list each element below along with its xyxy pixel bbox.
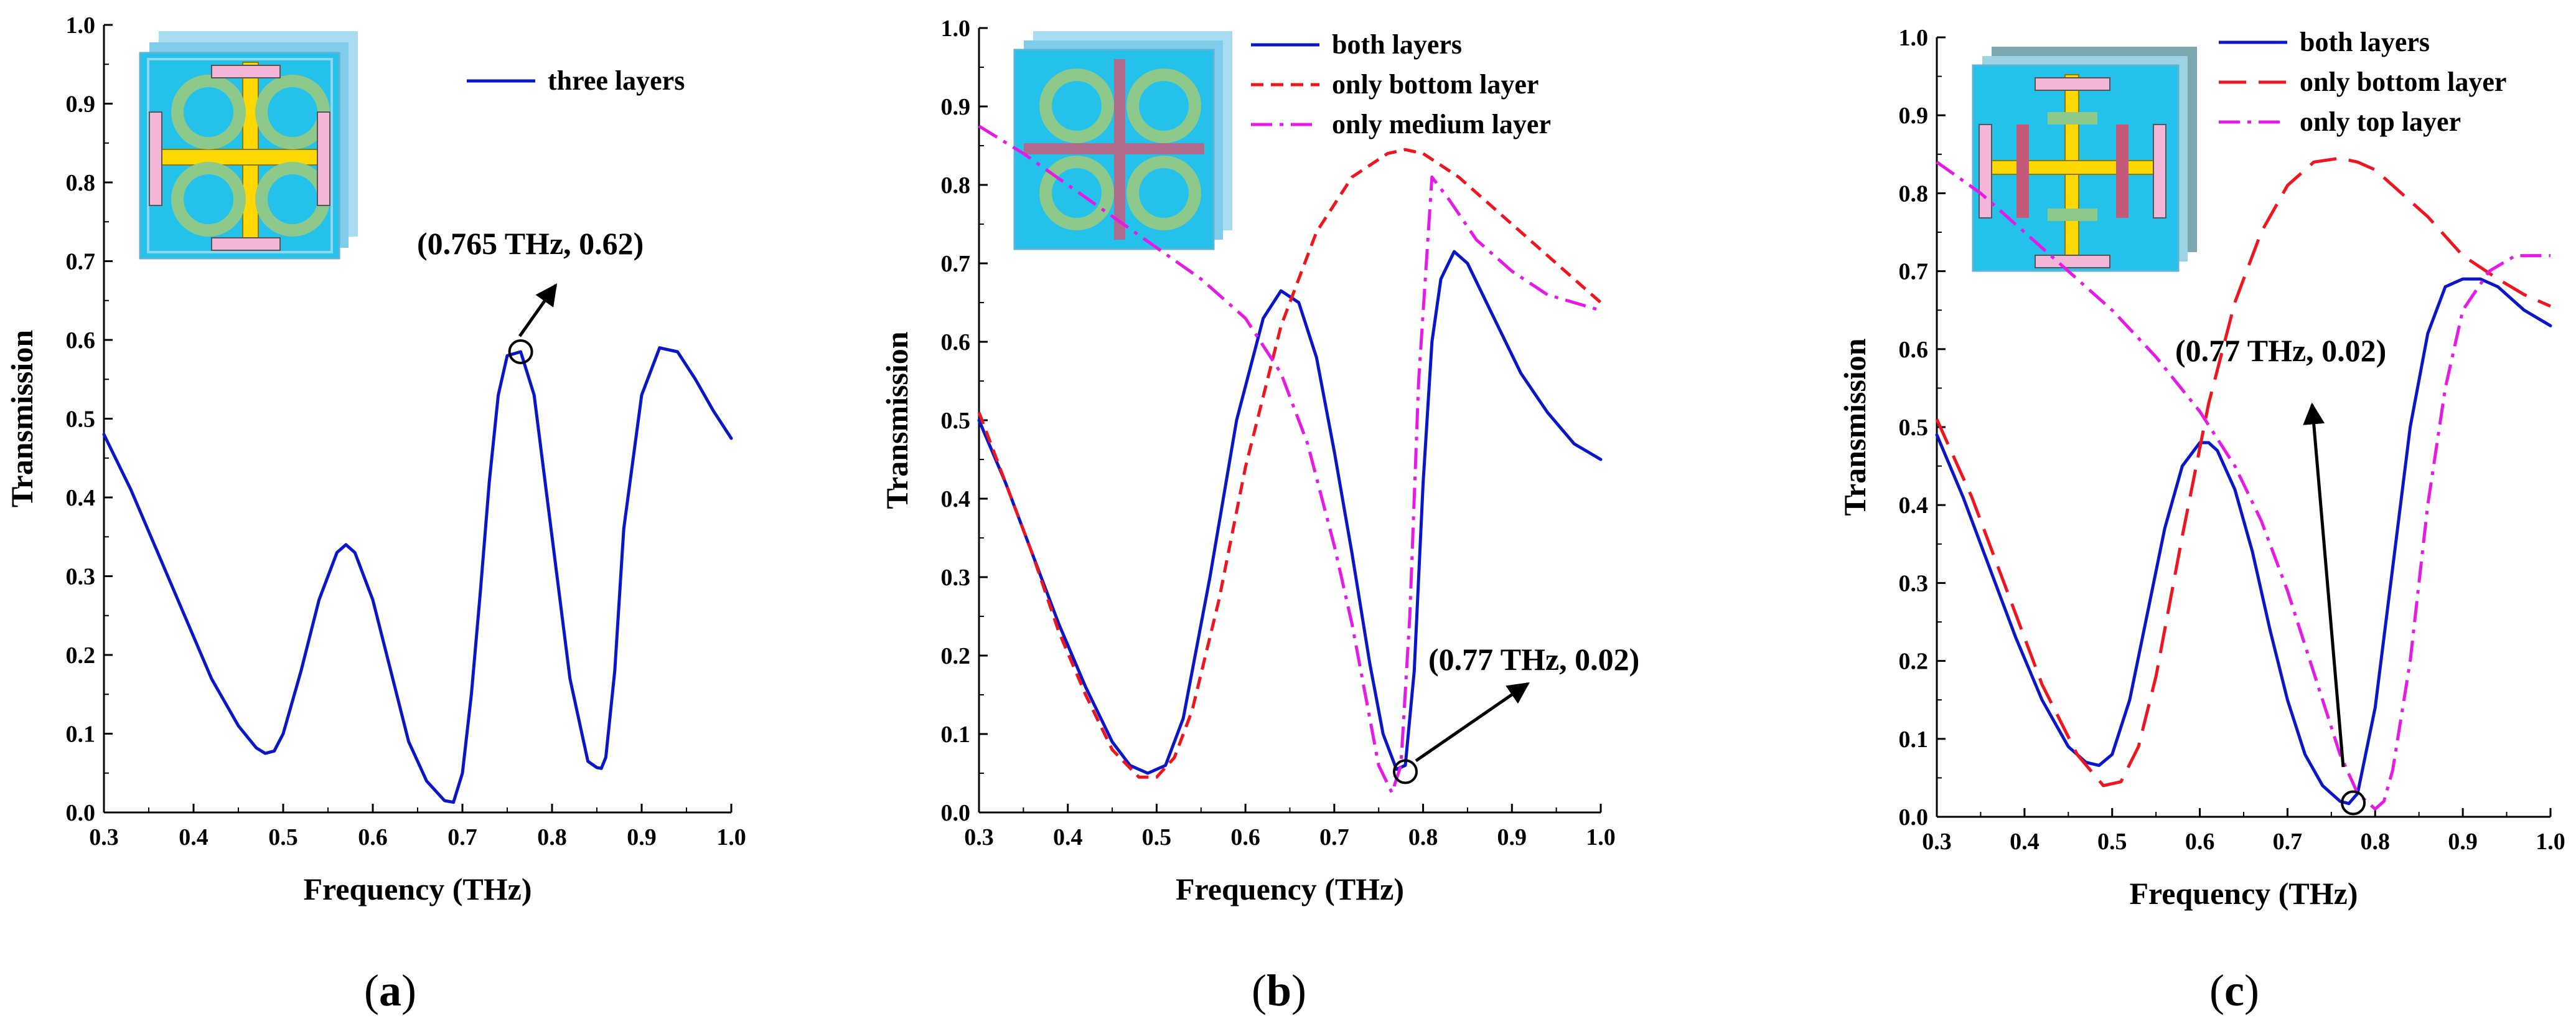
y-tick-label: 0.9 [66, 92, 96, 118]
panel-a: 0.0 0.1 0.2 0.3 0.4 0.5 0.6 0.7 0.8 0.9 1.0 0.3 0.4 0… [4, 12, 746, 1015]
y-tick-label: 0.8 [66, 170, 96, 196]
y-tick-label: 0.5 [1899, 415, 1929, 441]
y-tick-label: 0.7 [66, 249, 96, 275]
panel-label: (b) [1252, 966, 1306, 1015]
y-tick-label: 0.9 [941, 94, 971, 120]
legend-label: only bottom layer [1332, 69, 1539, 100]
x-tick-label: 0.5 [2097, 829, 2127, 855]
y-tick-label: 0.4 [1899, 492, 1929, 519]
annotation-label: (0.77 THz, 0.02) [1428, 642, 1639, 677]
y-tick-label: 0.5 [941, 408, 971, 434]
y-tick-label: 0.8 [941, 172, 971, 199]
legend-label: only bottom layer [2300, 67, 2506, 97]
y-tick-label: 0.1 [941, 722, 971, 748]
x-tick-label: 0.4 [2010, 829, 2040, 855]
y-tick-label: 0.2 [1899, 649, 1929, 675]
y-tick-label: 0.0 [941, 800, 971, 826]
x-tick-label: 0.6 [2185, 829, 2215, 855]
x-tick-label: 0.6 [1230, 824, 1260, 850]
annotation-arrow [1415, 682, 1530, 763]
x-tick-label: 0.8 [1408, 824, 1438, 850]
x-tick-label: 0.9 [1497, 824, 1527, 850]
x-tick-label: 0.5 [1142, 824, 1172, 850]
y-tick-label: 0.2 [66, 642, 96, 669]
legend-label: only top layer [2300, 106, 2461, 137]
x-axis-label: Frequency (THz) [1176, 872, 1404, 906]
y-tick-label: 0.0 [66, 800, 96, 826]
y-tick-label: 0.8 [1899, 181, 1929, 207]
y-tick-label: 0.1 [1899, 727, 1929, 753]
legend-label: both layers [2300, 27, 2430, 57]
x-axis-label: Frequency (THz) [2129, 876, 2358, 911]
y-tick-label: 0.9 [1899, 103, 1929, 129]
y-tick-label: 1.0 [941, 16, 971, 42]
y-axis-label: Transmission [879, 331, 914, 509]
x-tick-label: 0.6 [358, 824, 388, 850]
annotation-label: (0.77 THz, 0.02) [2175, 333, 2386, 368]
panel-label: (c) [2209, 966, 2259, 1015]
x-tick-label: 0.4 [179, 824, 208, 850]
x-tick-label: 0.7 [1319, 824, 1349, 850]
legend-label: three layers [548, 65, 685, 96]
x-tick-label: 1.0 [716, 824, 746, 850]
y-tick-label: 0.4 [941, 486, 971, 512]
x-tick-label: 0.7 [2273, 829, 2303, 855]
annotation-marker [2341, 790, 2366, 816]
y-tick-label: 0.3 [66, 564, 96, 590]
x-tick-label: 0.7 [447, 824, 477, 850]
y-tick-label: 1.0 [66, 12, 96, 39]
x-tick-label: 0.4 [1053, 824, 1083, 850]
y-tick-label: 0.4 [66, 485, 96, 511]
x-tick-label: 0.9 [627, 824, 657, 850]
x-tick-label: 0.3 [89, 824, 119, 850]
series-line-only-medium-layer [978, 125, 1601, 794]
series-line-both-layers [977, 250, 1603, 775]
x-tick-label: 1.0 [2536, 829, 2565, 855]
x-axis-label: Frequency (THz) [303, 872, 532, 906]
legend-label: both layers [1332, 29, 1462, 60]
annotation-arrow [2303, 402, 2345, 768]
metasurface-inset-b-icon [1013, 31, 1232, 250]
series-line-only-top-layer [1936, 161, 2550, 811]
y-tick-label: 0.2 [941, 643, 971, 669]
x-tick-label: 0.8 [2361, 829, 2391, 855]
x-tick-label: 0.9 [2448, 829, 2478, 855]
y-tick-label: 0.3 [941, 565, 971, 591]
series-line-only-bottom-layer [977, 148, 1602, 779]
y-tick-label: 0.6 [66, 327, 96, 354]
legend-label: only medium layer [1332, 109, 1551, 139]
y-tick-label: 0.7 [941, 251, 971, 277]
x-tick-label: 1.0 [1586, 824, 1616, 850]
annotation-marker [508, 339, 533, 364]
annotation-label: (0.765 THz, 0.62) [417, 226, 644, 261]
panel-c: 0.0 0.1 0.2 0.3 0.4 0.5 0.6 0.7 0.8 0.9 1.0 0.3 0.4 0… [1837, 25, 2565, 1015]
y-axis-label: Transmission [1837, 338, 1872, 515]
y-axis-label: Transmission [4, 330, 39, 507]
y-tick-label: 0.5 [66, 407, 96, 433]
x-tick-label: 0.8 [537, 824, 567, 850]
annotation-arrow [518, 283, 558, 337]
y-tick-label: 1.0 [1899, 25, 1929, 51]
x-tick-label: 0.5 [268, 824, 298, 850]
y-tick-label: 0.1 [66, 722, 96, 748]
y-tick-label: 0.6 [941, 329, 971, 355]
metasurface-inset-a-icon [139, 31, 358, 260]
panel-b: 0.0 0.1 0.2 0.3 0.4 0.5 0.6 0.7 0.8 0.9 1.0 0.3 0.4 0… [879, 16, 1639, 1015]
annotation-marker [1393, 759, 1418, 784]
y-tick-label: 0.7 [1899, 259, 1929, 285]
x-tick-label: 0.3 [964, 824, 994, 850]
y-tick-label: 0.0 [1899, 804, 1929, 831]
metasurface-inset-c-icon [1972, 47, 2197, 272]
panel-label: (a) [364, 966, 416, 1015]
y-tick-label: 0.3 [1899, 570, 1929, 596]
x-tick-label: 0.3 [1922, 829, 1952, 855]
y-tick-label: 0.6 [1899, 337, 1929, 363]
series-line-three-layers [102, 346, 733, 804]
